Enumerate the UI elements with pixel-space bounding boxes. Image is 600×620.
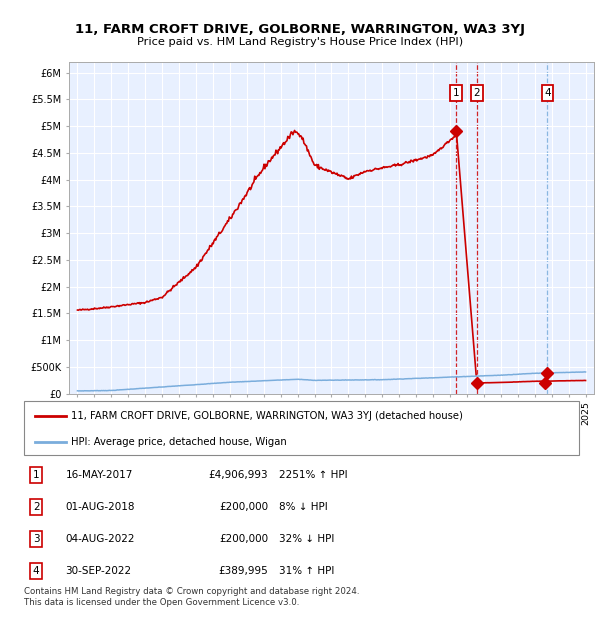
Text: Contains HM Land Registry data © Crown copyright and database right 2024.
This d: Contains HM Land Registry data © Crown c…: [24, 587, 359, 606]
Text: £200,000: £200,000: [219, 534, 268, 544]
Text: £389,995: £389,995: [218, 565, 268, 575]
Text: Price paid vs. HM Land Registry's House Price Index (HPI): Price paid vs. HM Land Registry's House …: [137, 37, 463, 47]
FancyBboxPatch shape: [24, 401, 579, 454]
Text: 11, FARM CROFT DRIVE, GOLBORNE, WARRINGTON, WA3 3YJ (detached house): 11, FARM CROFT DRIVE, GOLBORNE, WARRINGT…: [71, 410, 463, 420]
Text: 01-AUG-2018: 01-AUG-2018: [65, 502, 135, 512]
Text: 4: 4: [33, 565, 40, 575]
Text: 2251% ↑ HPI: 2251% ↑ HPI: [280, 471, 348, 480]
Text: 1: 1: [33, 471, 40, 480]
Text: 4: 4: [544, 88, 551, 98]
Text: 8% ↓ HPI: 8% ↓ HPI: [280, 502, 328, 512]
Text: 11, FARM CROFT DRIVE, GOLBORNE, WARRINGTON, WA3 3YJ: 11, FARM CROFT DRIVE, GOLBORNE, WARRINGT…: [75, 23, 525, 36]
Text: 3: 3: [33, 534, 40, 544]
Text: HPI: Average price, detached house, Wigan: HPI: Average price, detached house, Wiga…: [71, 436, 287, 447]
Text: 2: 2: [473, 88, 480, 98]
Text: 30-SEP-2022: 30-SEP-2022: [65, 565, 132, 575]
Text: 04-AUG-2022: 04-AUG-2022: [65, 534, 135, 544]
Text: 32% ↓ HPI: 32% ↓ HPI: [280, 534, 335, 544]
Text: 2: 2: [33, 502, 40, 512]
Text: 1: 1: [453, 88, 460, 98]
Text: £4,906,993: £4,906,993: [209, 471, 268, 480]
Text: £200,000: £200,000: [219, 502, 268, 512]
Text: 16-MAY-2017: 16-MAY-2017: [65, 471, 133, 480]
Text: 31% ↑ HPI: 31% ↑ HPI: [280, 565, 335, 575]
